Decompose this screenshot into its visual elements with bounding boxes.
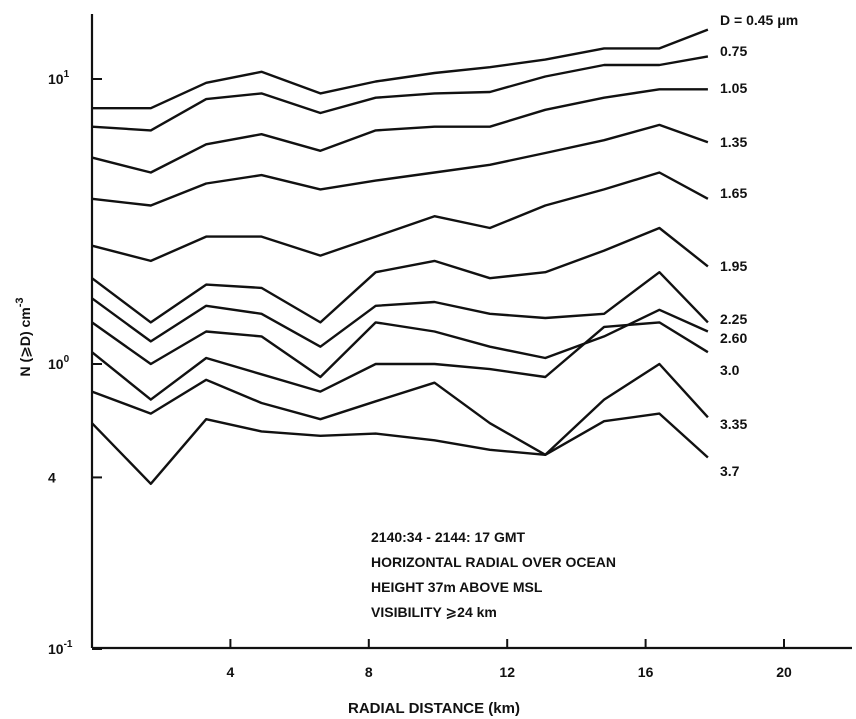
annotation-time: 2140:34 - 2144: 17 GMT xyxy=(371,529,526,545)
series-lines xyxy=(91,28,709,485)
series-label-6: 2.25 xyxy=(720,311,747,327)
series-line-2.25 xyxy=(91,271,709,348)
series-label-5: 1.95 xyxy=(720,258,747,274)
x-tick-label-16: 16 xyxy=(638,664,654,680)
series-label-3: 1.35 xyxy=(720,134,747,150)
x-tick-label-8: 8 xyxy=(365,664,373,680)
series-line-1.05 xyxy=(91,88,708,174)
x-axis-label: RADIAL DISTANCE (km) xyxy=(348,700,520,717)
y-tick-label-0: 101 xyxy=(48,69,70,87)
y-tick-label-3: 10-1 xyxy=(48,639,73,657)
x-tick-label-12: 12 xyxy=(499,664,515,680)
y-axis-label-main: N (⩾D) cm xyxy=(17,307,33,376)
series-line-0.75 xyxy=(91,55,709,132)
series-line-D-0.45-m xyxy=(92,28,709,110)
annotation-block: 2140:34 - 2144: 17 GMT HORIZONTAL RADIAL… xyxy=(371,529,616,620)
series-label-0: D = 0.45 μm xyxy=(720,12,798,28)
annotation-path: HORIZONTAL RADIAL OVER OCEAN xyxy=(371,554,616,570)
annotation-height: HEIGHT 37m ABOVE MSL xyxy=(371,579,543,595)
y-axis-label: N (⩾D) cm-3 xyxy=(14,297,33,376)
y-axis-label-exponent: -3 xyxy=(14,297,26,307)
series-line-1.35 xyxy=(91,123,709,207)
series-label-7: 2.60 xyxy=(720,330,747,346)
series-line-2.60 xyxy=(91,308,709,379)
series-labels: D = 0.45 μm 0.75 1.05 1.35 1.65 1.95 2.25 2.60 3… xyxy=(720,12,798,479)
series-line-1.95 xyxy=(91,226,709,324)
y-ticks: 101 100 4 10-1 xyxy=(48,69,102,657)
series-line-3.0 xyxy=(91,321,709,401)
annotation-visibility: VISIBILITY ⩾24 km xyxy=(371,604,497,620)
series-line-3.7 xyxy=(91,412,709,485)
y-tick-label-2: 4 xyxy=(48,469,56,485)
series-line-3.35 xyxy=(91,362,709,456)
series-label-1: 0.75 xyxy=(720,43,747,59)
series-label-10: 3.7 xyxy=(720,463,740,479)
x-tick-label-4: 4 xyxy=(227,664,235,680)
series-label-4: 1.65 xyxy=(720,185,747,201)
series-line-1.65 xyxy=(91,171,709,263)
x-tick-label-20: 20 xyxy=(776,664,792,680)
series-label-2: 1.05 xyxy=(720,80,747,96)
series-label-9: 3.35 xyxy=(720,416,747,432)
series-label-8: 3.0 xyxy=(720,362,740,378)
x-ticks: 4 8 12 16 20 xyxy=(227,639,792,680)
y-tick-label-1: 100 xyxy=(48,354,70,372)
